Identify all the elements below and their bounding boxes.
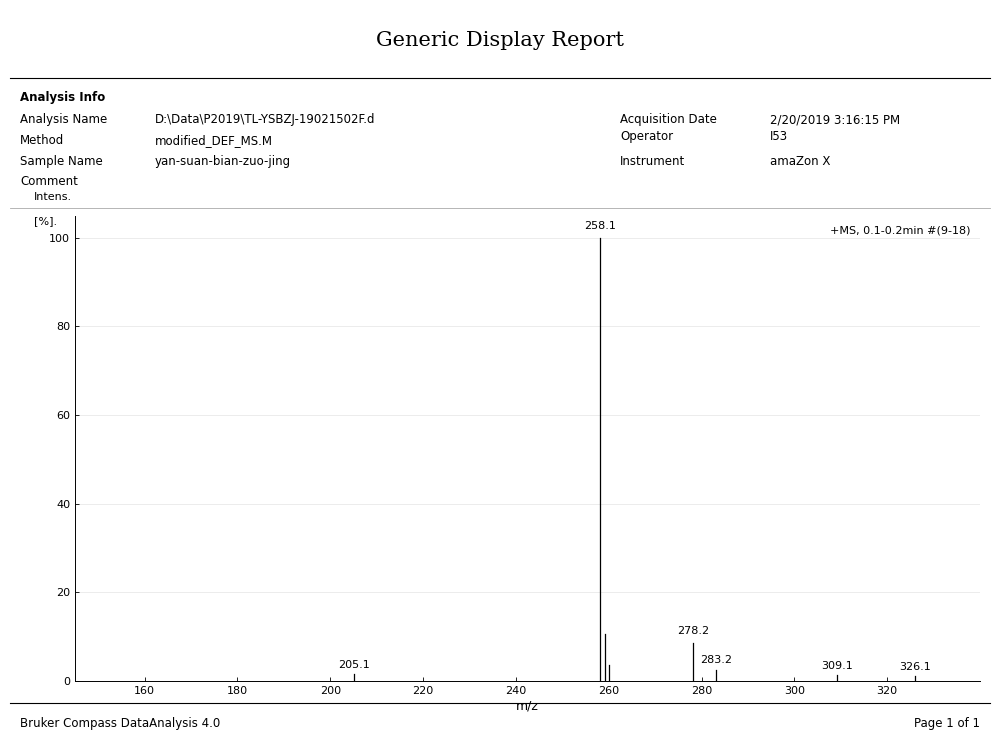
Text: Page 1 of 1: Page 1 of 1 — [914, 716, 980, 730]
Text: I53: I53 — [770, 130, 788, 143]
Text: D:\Data\P2019\TL-YSBZJ-19021502F.d: D:\Data\P2019\TL-YSBZJ-19021502F.d — [155, 113, 376, 126]
Text: Analysis Name: Analysis Name — [20, 113, 107, 126]
Text: 258.1: 258.1 — [584, 221, 616, 231]
Text: +MS, 0.1-0.2min #(9-18): +MS, 0.1-0.2min #(9-18) — [830, 225, 971, 235]
Text: Instrument: Instrument — [620, 155, 685, 167]
Text: 309.1: 309.1 — [821, 661, 852, 671]
Text: yan-suan-bian-zuo-jing: yan-suan-bian-zuo-jing — [155, 155, 291, 167]
Text: Generic Display Report: Generic Display Report — [376, 31, 624, 51]
Text: Bruker Compass DataAnalysis 4.0: Bruker Compass DataAnalysis 4.0 — [20, 716, 220, 730]
Text: Sample Name: Sample Name — [20, 155, 103, 167]
Text: 326.1: 326.1 — [900, 662, 931, 672]
Text: Operator: Operator — [620, 130, 673, 143]
Text: Intens.: Intens. — [34, 192, 72, 202]
Text: 278.2: 278.2 — [677, 626, 709, 636]
Text: 283.2: 283.2 — [700, 655, 732, 665]
Text: amaZon X: amaZon X — [770, 155, 830, 167]
Text: modified_DEF_MS.M: modified_DEF_MS.M — [155, 134, 273, 147]
X-axis label: m/z: m/z — [516, 700, 539, 713]
Text: 2/20/2019 3:16:15 PM: 2/20/2019 3:16:15 PM — [770, 113, 900, 126]
Text: [%].: [%]. — [34, 216, 57, 225]
Text: 205.1: 205.1 — [338, 660, 370, 670]
Text: Acquisition Date: Acquisition Date — [620, 113, 717, 126]
Text: Comment: Comment — [20, 175, 78, 187]
Text: Method: Method — [20, 134, 64, 147]
Text: Analysis Info: Analysis Info — [20, 91, 105, 103]
